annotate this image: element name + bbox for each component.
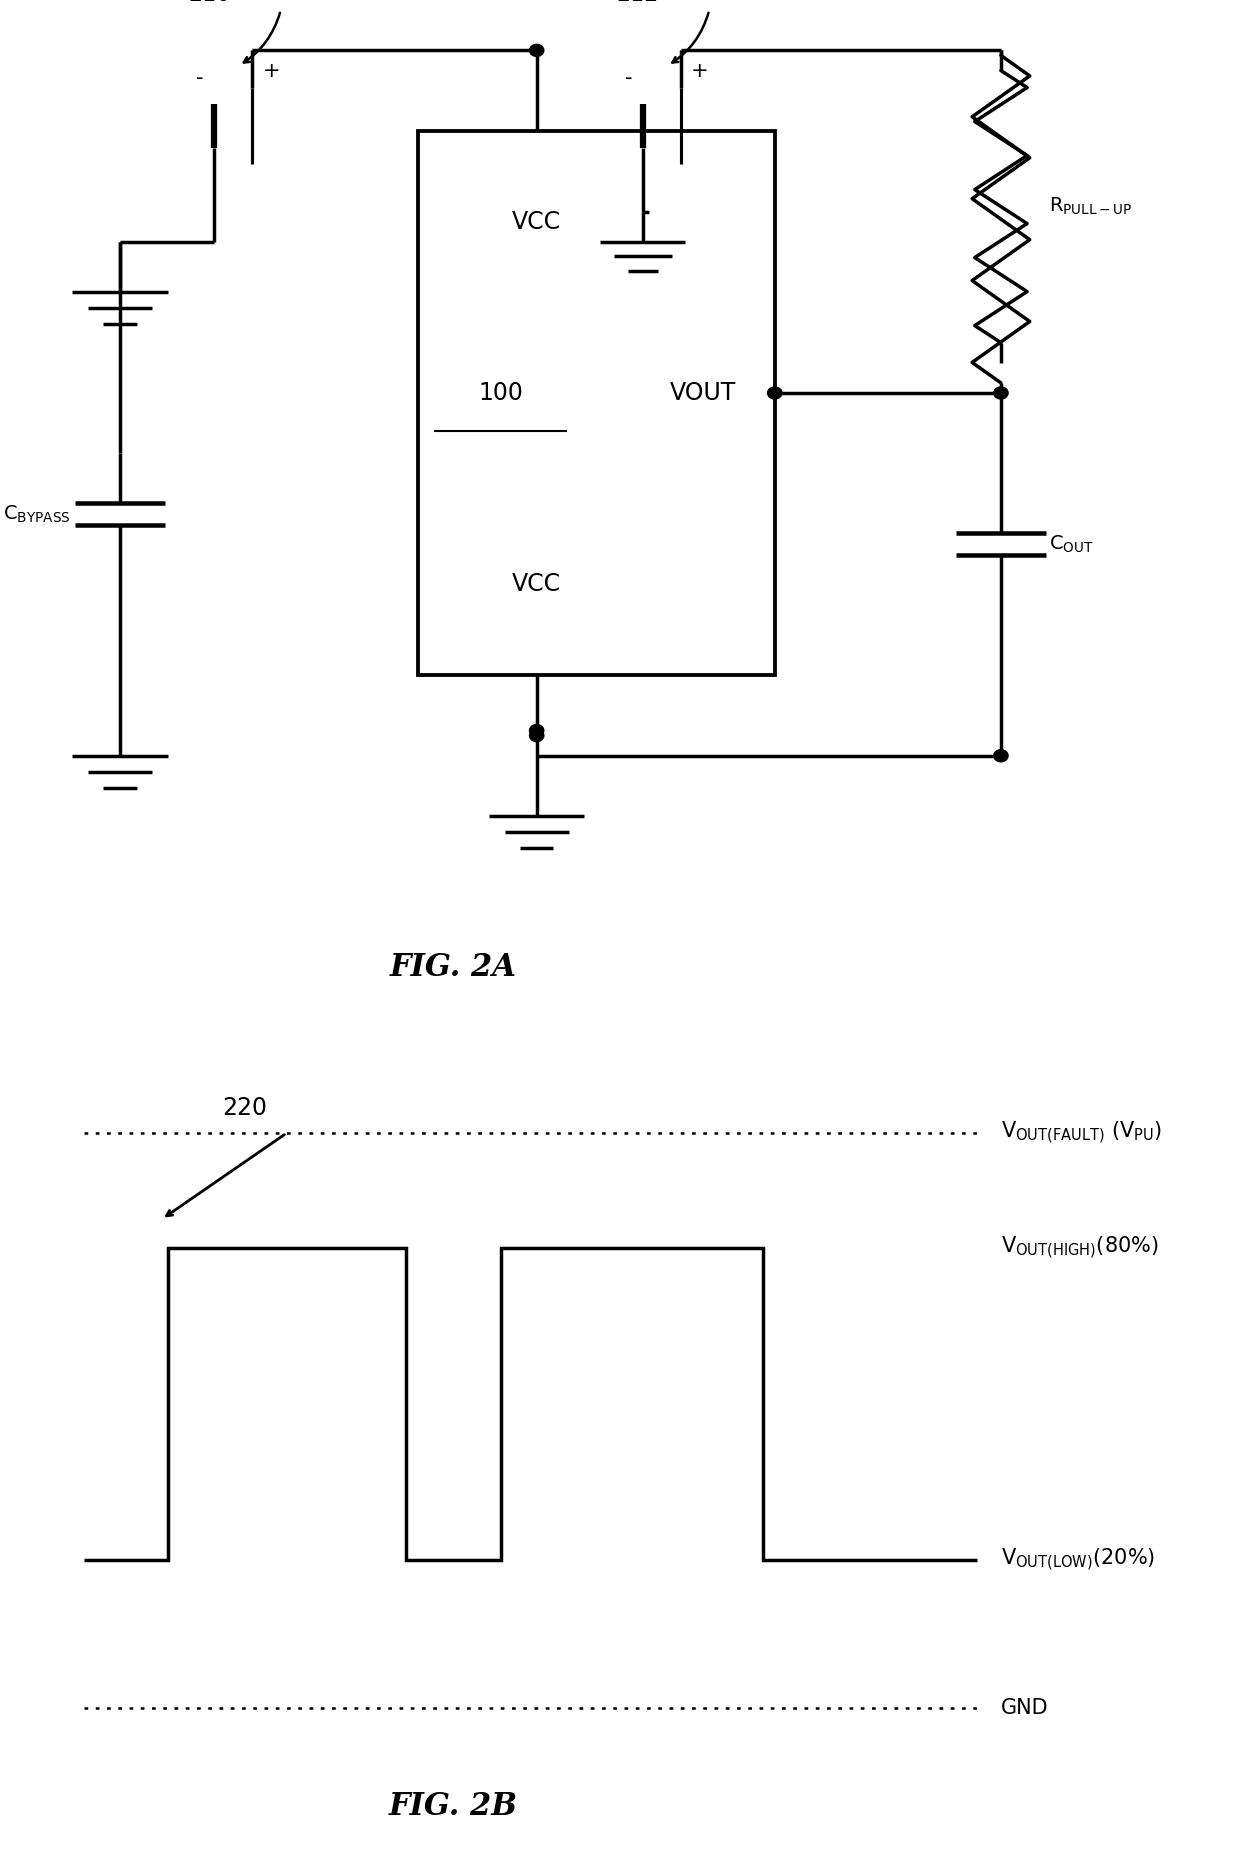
Text: C$_{\mathregular{OUT}}$: C$_{\mathregular{OUT}}$ (1049, 534, 1094, 554)
Text: FIG. 2A: FIG. 2A (389, 952, 517, 983)
Text: VOUT: VOUT (670, 381, 737, 405)
Text: 100: 100 (479, 381, 523, 405)
FancyBboxPatch shape (418, 131, 775, 675)
Circle shape (993, 386, 1008, 399)
Text: V$_{\mathregular{OUT(HIGH)}}$(80%): V$_{\mathregular{OUT(HIGH)}}$(80%) (1001, 1235, 1159, 1261)
Text: V$_{\mathregular{OUT(FAULT)}}$ (V$_{\mathregular{PU}}$): V$_{\mathregular{OUT(FAULT)}}$ (V$_{\mat… (1001, 1120, 1162, 1146)
Circle shape (993, 750, 1008, 761)
Text: -: - (625, 67, 632, 88)
Text: 210: 210 (188, 0, 231, 6)
Text: 212: 212 (616, 0, 658, 6)
Text: V$_{\mathregular{OUT(LOW)}}$(20%): V$_{\mathregular{OUT(LOW)}}$(20%) (1001, 1547, 1156, 1573)
Text: VCC: VCC (512, 209, 562, 233)
Circle shape (529, 730, 544, 741)
Circle shape (768, 386, 782, 399)
Text: R$_{\mathregular{PULL-UP}}$: R$_{\mathregular{PULL-UP}}$ (1049, 196, 1132, 216)
Text: C$_{\mathregular{BYPASS}}$: C$_{\mathregular{BYPASS}}$ (2, 504, 71, 524)
Text: +: + (691, 60, 708, 80)
Text: VCC: VCC (512, 573, 562, 597)
Text: +: + (263, 60, 280, 80)
Text: 220: 220 (222, 1097, 268, 1120)
Text: FIG. 2B: FIG. 2B (389, 1791, 518, 1821)
Text: -: - (196, 67, 203, 88)
Circle shape (529, 724, 544, 737)
Circle shape (529, 45, 544, 56)
Text: GND: GND (1001, 1698, 1049, 1719)
